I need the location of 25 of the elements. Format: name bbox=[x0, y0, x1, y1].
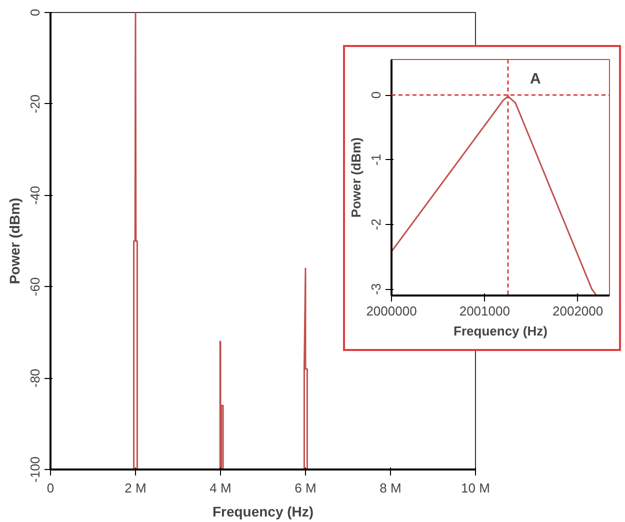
y-tick-label: 0 bbox=[368, 91, 384, 99]
y-axis-title: Power (dBm) bbox=[6, 198, 22, 284]
y-tick-label: -2 bbox=[368, 218, 384, 230]
y-tick-label: -40 bbox=[28, 186, 42, 205]
x-tick-label: 2002000 bbox=[552, 304, 604, 318]
x-tick-label: 6 M bbox=[294, 480, 316, 496]
line-series bbox=[392, 96, 598, 296]
y-tick-label: -100 bbox=[28, 456, 42, 483]
x-tick-label: 0 bbox=[46, 480, 54, 496]
x-tick-label: 2 M bbox=[124, 480, 146, 496]
y-tick-label: 0 bbox=[28, 8, 42, 16]
y-tick-label: -20 bbox=[28, 94, 42, 114]
ref-line-label: A bbox=[530, 70, 541, 88]
y-tick-label: -80 bbox=[28, 368, 42, 388]
y-tick-label: -1 bbox=[368, 154, 384, 166]
y-tick-label: -3 bbox=[368, 283, 384, 295]
y-tick-label: -60 bbox=[28, 277, 42, 296]
x-tick-label: 2001000 bbox=[459, 304, 510, 318]
x-axis-title: Frequency (Hz) bbox=[454, 324, 548, 338]
x-tick-label: 4 M bbox=[210, 480, 232, 496]
y-axis-title: Power (dBm) bbox=[348, 137, 364, 218]
x-tick-label: 8 M bbox=[380, 480, 402, 496]
x-tick-label: 2000000 bbox=[366, 304, 417, 318]
x-axis-title: Frequency (Hz) bbox=[212, 504, 314, 520]
x-tick-label: 10 M bbox=[461, 480, 490, 496]
